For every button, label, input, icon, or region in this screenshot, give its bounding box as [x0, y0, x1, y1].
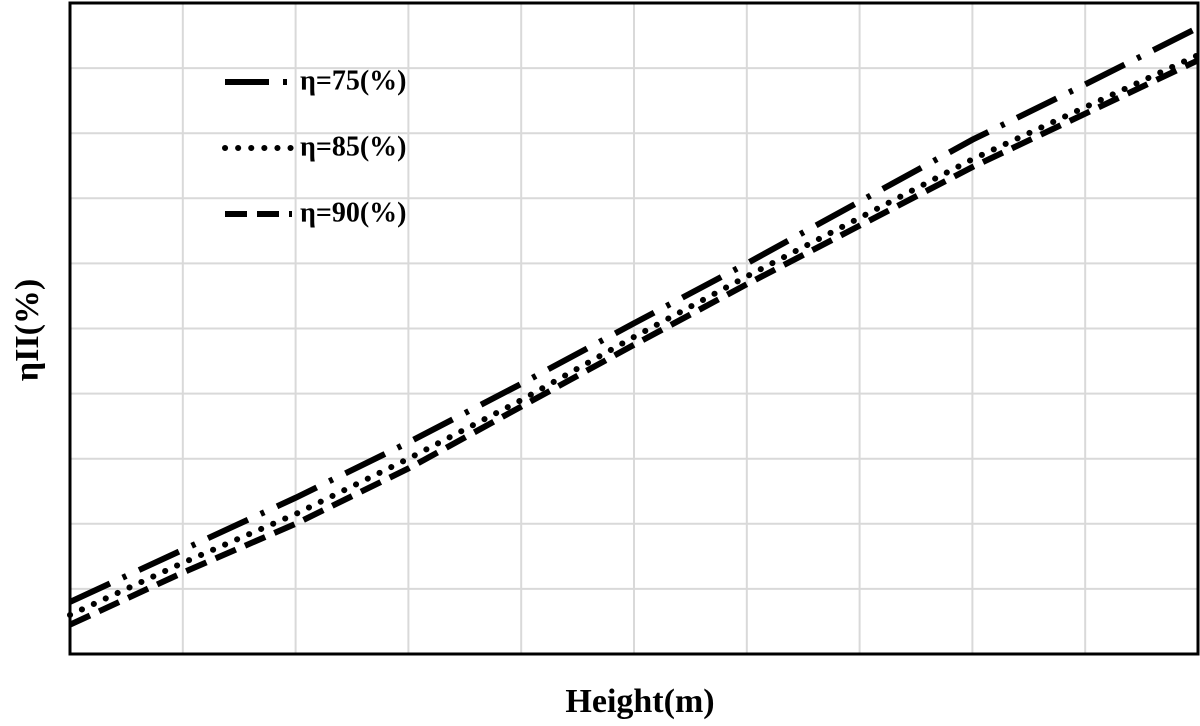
series-line: [67, 52, 1200, 618]
plot-frame: [68, 1, 1200, 656]
series-line: [68, 57, 1200, 628]
legend-label: η=90(%): [300, 197, 407, 228]
legend-label: η=85(%): [300, 131, 407, 162]
x-axis-label: Height(m): [565, 683, 714, 720]
legend-label: η=75(%): [300, 65, 407, 96]
y-axis-label: ηII(%): [9, 279, 46, 381]
series-line: [68, 25, 1200, 605]
